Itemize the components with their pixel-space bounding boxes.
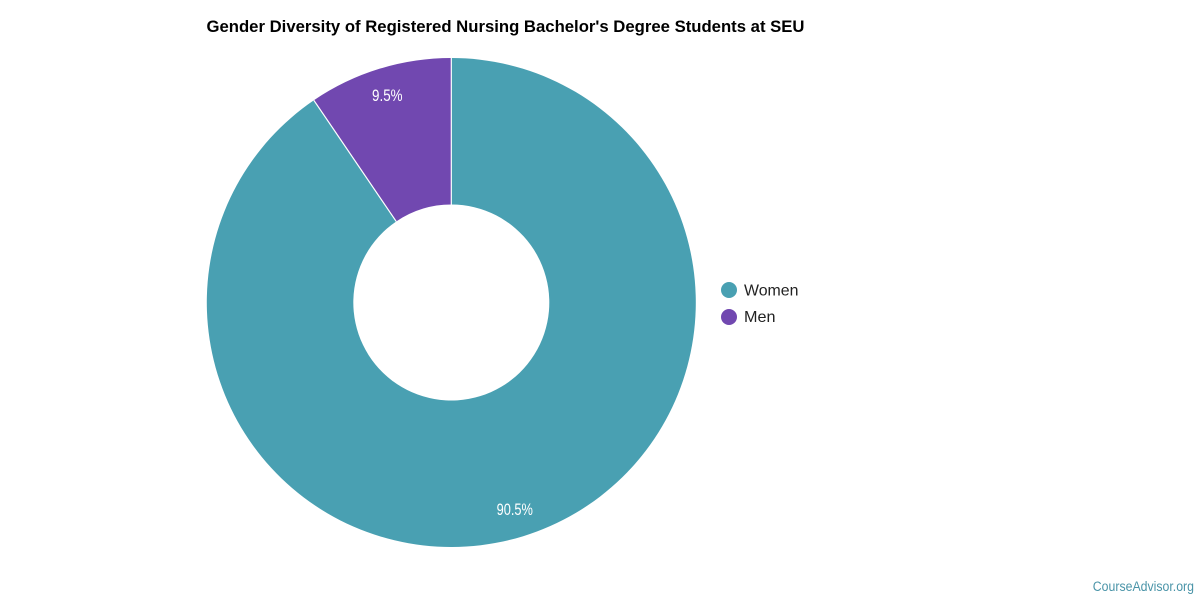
- svg-text:CourseAdvisor.org: CourseAdvisor.org: [1093, 579, 1194, 594]
- svg-text:Men: Men: [744, 309, 776, 326]
- svg-text:Women: Women: [744, 283, 799, 300]
- svg-text:9.5%: 9.5%: [372, 87, 403, 105]
- svg-text:Gender Diversity of Registered: Gender Diversity of Registered Nursing B…: [207, 17, 805, 36]
- svg-text:90.5%: 90.5%: [497, 501, 534, 519]
